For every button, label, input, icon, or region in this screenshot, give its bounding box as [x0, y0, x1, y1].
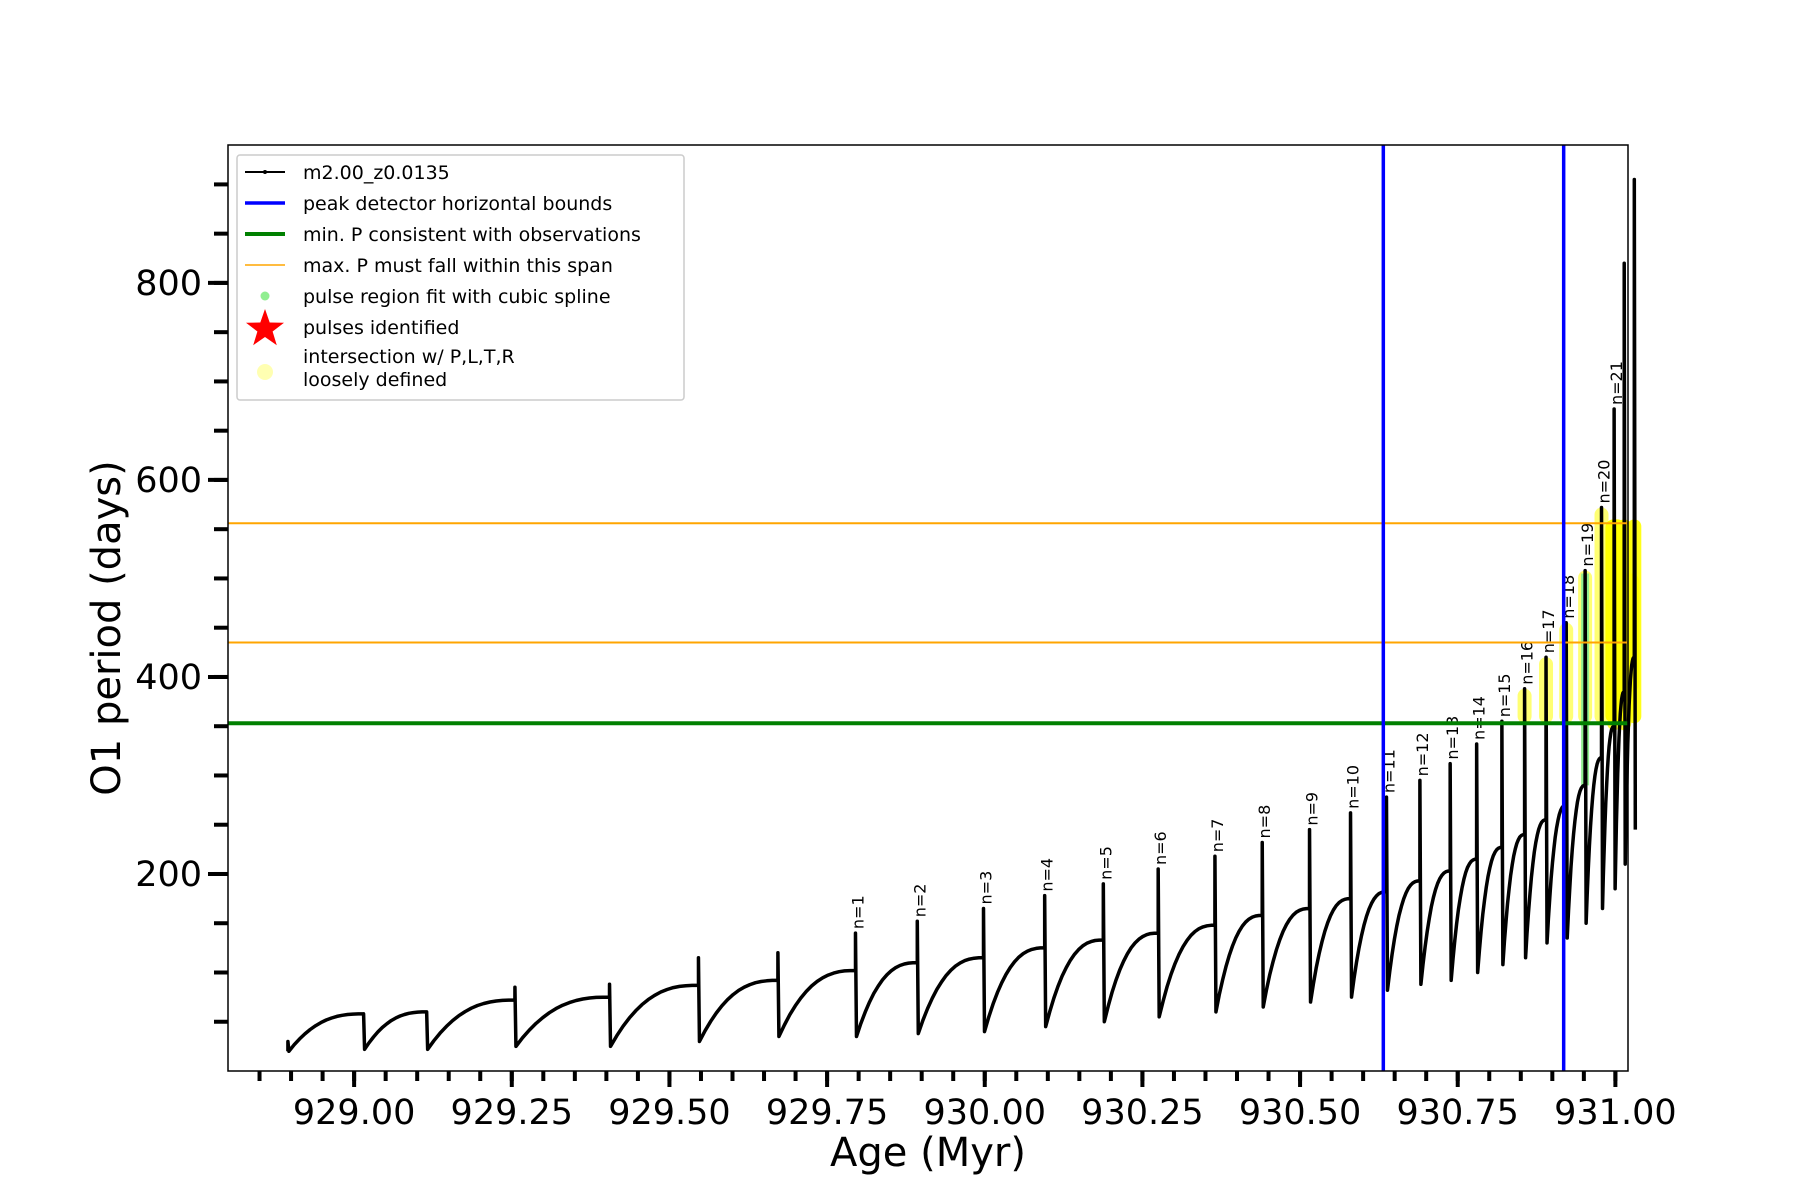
pulse-label: n=17: [1539, 609, 1558, 653]
x-tick-label: 930.75: [1396, 1093, 1518, 1133]
pulse-label: n=15: [1495, 673, 1514, 717]
plot-frame: [227, 144, 1629, 1072]
x-tick-label: 929.75: [766, 1093, 888, 1133]
legend-swatch-intersection: [257, 364, 273, 380]
legend-label-series: m2.00_z0.0135: [303, 162, 450, 184]
x-tick-label: 930.00: [924, 1093, 1046, 1133]
legend-label-intersection-1: intersection w/ P,L,T,R: [303, 346, 515, 368]
pulse-label: n=1: [848, 895, 867, 929]
legend-label-pulses: pulses identified: [303, 317, 459, 339]
pulse-label: n=9: [1303, 792, 1322, 826]
pulse-label: n=14: [1470, 696, 1489, 740]
pulse-label: n=2: [910, 884, 929, 918]
legend-swatch-spline: [260, 291, 270, 301]
legend-label-min-p: min. P consistent with observations: [303, 224, 641, 246]
pulse-label: n=13: [1443, 716, 1462, 760]
legend-box: [236, 154, 685, 401]
pulse-label: n=5: [1096, 846, 1115, 880]
x-tick-label: 931.00: [1554, 1093, 1676, 1133]
x-tick-label: 930.50: [1239, 1093, 1361, 1133]
legend-label-max-p: max. P must fall within this span: [303, 255, 613, 277]
y-tick-label: 600: [135, 461, 202, 501]
legend-label-vlines: peak detector horizontal bounds: [303, 193, 612, 215]
pulse-label: n=20: [1595, 460, 1614, 504]
pulse-label: n=4: [1038, 858, 1057, 892]
y-axis-title: O1 period (days): [84, 460, 130, 795]
pulse-label: n=12: [1413, 732, 1432, 776]
legend-swatch-star-icon: [246, 309, 284, 346]
y-tick-label: 200: [135, 855, 202, 895]
legend: m2.00_z0.0135 peak detector horizontal b…: [236, 154, 685, 401]
pulse-label: n=19: [1578, 523, 1597, 567]
pulse-label: n=16: [1518, 641, 1537, 685]
x-axis: 929.00 929.25 929.50 929.75 930.00 930.25 930.…: [257, 1071, 1677, 1133]
series-line: [286, 177, 1638, 1054]
pulse-label: n=3: [976, 871, 995, 905]
legend-swatch-series-marker: [263, 170, 267, 174]
pulse-label: n=21: [1607, 361, 1626, 405]
x-tick-label: 929.25: [451, 1093, 573, 1133]
y-tick-label: 400: [135, 658, 202, 698]
pulse-label: n=8: [1255, 805, 1274, 839]
x-axis-title: Age (Myr): [830, 1130, 1026, 1176]
y-axis: 200 400 600 800: [135, 182, 228, 1024]
legend-label-intersection-2: loosely defined: [303, 369, 447, 391]
pulse-label: n=10: [1344, 765, 1363, 809]
y-tick-label: 800: [135, 264, 202, 304]
pulse-label: n=7: [1208, 819, 1227, 853]
x-tick-label: 929.50: [608, 1093, 730, 1133]
legend-label-spline: pulse region fit with cubic spline: [303, 286, 611, 308]
x-tick-label: 930.25: [1081, 1093, 1203, 1133]
x-tick-label: 929.00: [293, 1093, 415, 1133]
pulse-label: n=6: [1151, 831, 1170, 865]
